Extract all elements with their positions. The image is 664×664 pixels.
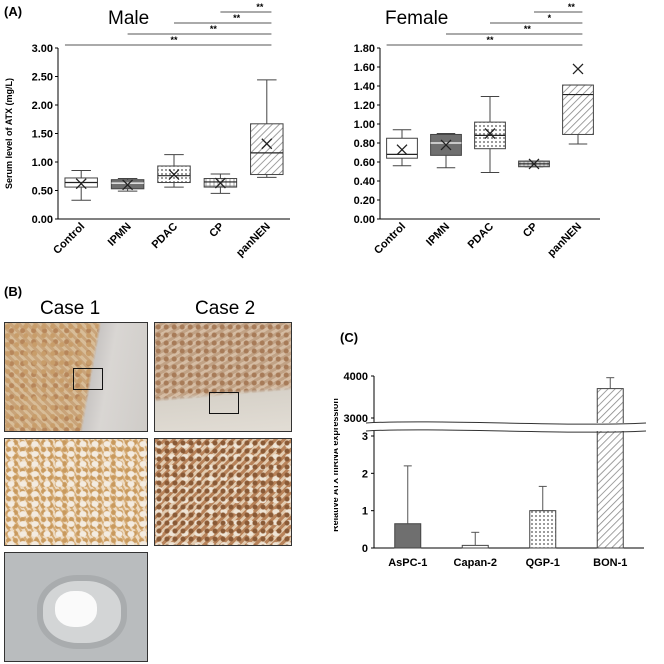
x-tick-label: Capan-2 (454, 557, 497, 569)
significance-label: ** (256, 2, 264, 12)
mrna-bar-chart: Relative ATX mRNA expression 0 1 2 3 3000 4000… (334, 371, 648, 569)
mean-marker (261, 138, 273, 150)
bar (461, 544, 489, 549)
y-tick-label: 1.50 (32, 129, 53, 141)
x-tick-label: Control (372, 221, 408, 257)
y-tick-label: 1.60 (354, 62, 375, 74)
x-tick-label: panNEN (234, 221, 273, 260)
chart-title: Female (385, 8, 448, 29)
y-tick-label: 2 (362, 468, 368, 480)
y-tick-label: 1.80 (354, 43, 375, 55)
x-tick-label: AsPC-1 (388, 557, 427, 569)
case2-low-magnification-image (154, 322, 292, 432)
x-tick-label: PDAC (150, 221, 181, 252)
y-tick-label: 0.00 (354, 214, 375, 226)
mean-marker (214, 177, 226, 189)
significance-label: ** (170, 35, 178, 45)
y-tick-label: 1.20 (354, 100, 375, 112)
y-tick-label: 0.50 (32, 186, 53, 198)
x-tick-label: IPMN (106, 221, 134, 249)
panel-label-b: (B) (4, 284, 23, 299)
lumen-center (55, 591, 97, 627)
y-tick-label: 0.80 (354, 138, 375, 150)
y-tick-label: 1 (362, 506, 368, 518)
y-tick-label: 3.00 (32, 43, 53, 55)
box (250, 123, 284, 176)
female-boxplot: Female 0.00 0.20 0.40 0.60 0.80 1.00 1.20 1.40 1.… (354, 2, 600, 260)
box (386, 137, 418, 159)
mean-marker (528, 158, 540, 170)
male-boxplot: Male Serum level of ATX (mg/L) 0.00 0.50 1.0… (4, 2, 290, 260)
case1-label: Case 1 (40, 298, 101, 319)
y-tick-label: 0.40 (354, 176, 375, 188)
y-tick-label: 1.40 (354, 81, 375, 93)
x-tick-label: Control (51, 221, 87, 257)
bar (394, 523, 422, 549)
significance-label: ** (486, 35, 494, 45)
case2-high-magnification-image (154, 438, 292, 546)
mean-marker (484, 128, 496, 139)
panel-label-c: (C) (340, 330, 359, 345)
y-tick-label: 2.50 (32, 72, 53, 84)
case1-zoom-box (73, 368, 103, 390)
y-tick-label: 2.00 (32, 100, 53, 112)
x-tick-label: IPMN (424, 221, 452, 249)
axis-break-line-upper (365, 421, 647, 425)
y-tick-label: 0.00 (32, 214, 53, 226)
bar (596, 388, 624, 549)
significance-label: * (548, 13, 552, 23)
y-tick-label: 1.00 (354, 119, 375, 131)
chart-title: Male (108, 8, 149, 29)
x-tick-label: CP (521, 221, 540, 240)
case2-zoom-box (209, 392, 239, 414)
significance-label: ** (233, 13, 241, 23)
panel-label-a: (A) (4, 4, 23, 19)
case2-label: Case 2 (195, 298, 256, 319)
bar (529, 510, 557, 549)
case1-low-magnification-image (4, 322, 148, 432)
y-tick-label: 3000 (344, 413, 368, 425)
x-tick-label: panNEN (545, 221, 584, 260)
lumen-ring (37, 575, 127, 649)
negative-control-image (4, 552, 148, 662)
mean-marker (572, 63, 584, 75)
significance-label: ** (210, 24, 218, 34)
x-tick-label: QGP-1 (526, 557, 560, 569)
y-tick-label: 3 (362, 431, 368, 443)
case1-high-magnification-image (4, 438, 148, 546)
axis-break-line-lower (365, 429, 647, 433)
mean-marker (122, 179, 134, 191)
y-tick-label: 4000 (344, 371, 368, 383)
mean-marker (396, 144, 408, 156)
x-tick-label: BON-1 (593, 557, 627, 569)
mean-marker (75, 178, 87, 190)
box (562, 84, 594, 135)
mean-marker (440, 139, 452, 151)
y-tick-label: 1.00 (32, 157, 53, 169)
significance-label: ** (568, 2, 576, 12)
y-axis-label: Relative ATX mRNA expression (334, 398, 340, 532)
significance-label: ** (524, 24, 532, 34)
mean-marker (168, 169, 180, 180)
x-tick-label: PDAC (466, 221, 497, 252)
y-tick-label: 0.60 (354, 157, 375, 169)
y-tick-label: 0.20 (354, 195, 375, 207)
y-tick-label: 0 (362, 543, 368, 555)
axis-break-gap (368, 423, 648, 431)
x-tick-label: CP (207, 221, 226, 240)
y-axis-label: Serum level of ATX (mg/L) (4, 78, 14, 189)
